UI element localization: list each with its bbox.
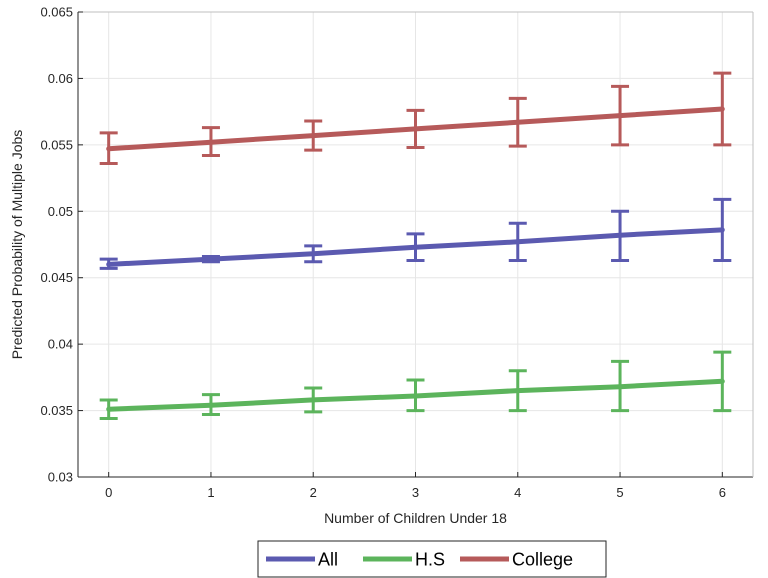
error-bar xyxy=(201,393,220,417)
legend-box xyxy=(257,540,607,578)
y-tick-label: 0.035 xyxy=(40,403,73,418)
x-tick-label: 2 xyxy=(310,485,317,500)
legend-label: All xyxy=(318,550,338,570)
y-tick-label: 0.065 xyxy=(40,5,73,20)
y-tick-label: 0.06 xyxy=(48,71,73,86)
series-h-s xyxy=(99,350,732,421)
x-tick-label: 3 xyxy=(412,485,419,500)
error-bar xyxy=(406,378,425,413)
x-tick-label: 0 xyxy=(105,485,112,500)
legend-item-college: College xyxy=(460,550,573,570)
legend-label: College xyxy=(512,550,573,570)
tick-labels: 0 1 2 3 4 5 6 0.03 0.035 0.04 0.045 0.05 0.055 0.06 0.… xyxy=(40,5,725,501)
x-tick-label: 6 xyxy=(719,485,726,500)
error-bar xyxy=(611,209,630,262)
series-college xyxy=(99,71,732,165)
series-all xyxy=(99,197,732,270)
error-bar xyxy=(201,126,220,157)
error-bar xyxy=(611,359,630,413)
series-group xyxy=(99,71,732,421)
x-tick-label: 1 xyxy=(207,485,214,500)
error-bar xyxy=(99,131,118,165)
error-bar xyxy=(99,257,118,270)
legend-label: H.S xyxy=(415,550,445,570)
x-tick-label: 4 xyxy=(514,485,521,500)
axes xyxy=(77,11,754,478)
y-tick-label: 0.055 xyxy=(40,137,73,152)
x-tick-label: 5 xyxy=(616,485,623,500)
y-tick-label: 0.03 xyxy=(48,470,73,485)
y-tick-label: 0.05 xyxy=(48,204,73,219)
y-tick-label: 0.045 xyxy=(40,270,73,285)
legend: All H.S College xyxy=(257,540,607,578)
x-axis-title: Number of Children Under 18 xyxy=(324,510,507,526)
y-axis-title: Predicted Probability of Multiple Jobs xyxy=(9,130,25,360)
legend-item-all: All xyxy=(266,550,338,570)
legend-item-h-s: H.S xyxy=(363,550,445,570)
y-tick-label: 0.04 xyxy=(48,337,73,352)
